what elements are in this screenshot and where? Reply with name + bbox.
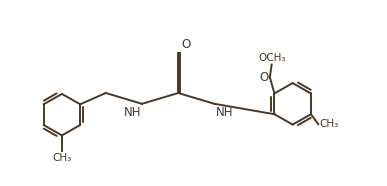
Text: O: O xyxy=(259,71,268,84)
Text: CH₃: CH₃ xyxy=(52,153,72,163)
Text: NH: NH xyxy=(216,106,233,119)
Text: CH₃: CH₃ xyxy=(319,119,339,129)
Text: NH: NH xyxy=(123,106,141,119)
Text: OCH₃: OCH₃ xyxy=(258,53,286,63)
Text: O: O xyxy=(181,39,190,52)
